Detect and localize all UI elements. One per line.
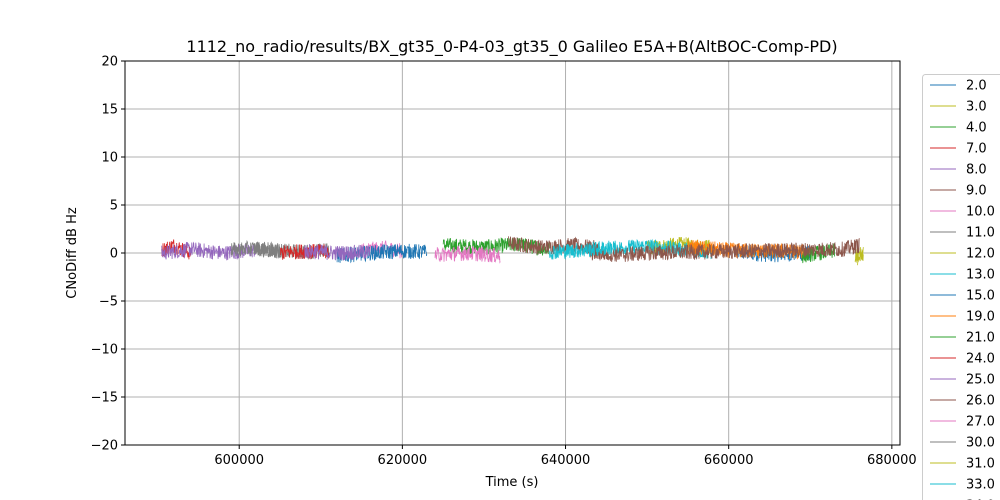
- x-tick-label: 640000: [541, 453, 591, 468]
- legend-label-21-0: 21.0: [966, 331, 995, 346]
- legend-label-27-0: 27.0: [966, 415, 995, 430]
- legend-label-13-0: 13.0: [966, 268, 995, 283]
- y-tick-label: −10: [91, 343, 118, 358]
- series-group: [161, 236, 864, 266]
- y-tick-label: −15: [91, 391, 118, 406]
- y-axis-label: CNoDiff dB Hz: [65, 207, 80, 299]
- series-line-19-0: [687, 239, 811, 260]
- y-tick-label: 15: [101, 103, 118, 118]
- legend-label-11-0: 11.0: [966, 226, 995, 241]
- series-line-27-0: [434, 245, 501, 264]
- legend-label-33-0: 33.0: [966, 478, 995, 493]
- legend-label-24-0: 24.0: [966, 352, 995, 367]
- x-tick-label: 680000: [867, 453, 917, 468]
- y-tick-label: 20: [101, 55, 118, 70]
- legend: 2.0 3.0 4.0 7.0 8.0 9.0 10.0 11.0 12.0 13.0 15.0 19…: [922, 74, 1000, 500]
- series-line-26-0: [589, 238, 860, 263]
- legend-label-15-0: 15.0: [966, 289, 995, 304]
- legend-label-8-0: 8.0: [966, 163, 987, 178]
- legend-label-30-0: 30.0: [966, 436, 995, 451]
- legend-label-10-0: 10.0: [966, 205, 995, 220]
- chart-title: 1112_no_radio/results/BX_gt35_0-P4-03_gt…: [186, 37, 837, 57]
- series-line-31-0: [857, 249, 864, 266]
- legend-label-19-0: 19.0: [966, 310, 995, 325]
- legend-label-34-0: 34.0: [966, 499, 995, 500]
- y-axis-ticks: −20 −15 −10 −5 0 5 10 15 20: [91, 55, 125, 454]
- legend-label-25-0: 25.0: [966, 373, 995, 388]
- x-tick-label: 660000: [704, 453, 754, 468]
- legend-frame: [922, 74, 1000, 500]
- x-tick-label: 600000: [214, 453, 264, 468]
- series-line-33-0: [548, 240, 615, 260]
- y-tick-label: −20: [91, 439, 118, 454]
- legend-label-12-0: 12.0: [966, 247, 995, 262]
- y-tick-label: 5: [110, 199, 118, 214]
- legend-label-31-0: 31.0: [966, 457, 995, 472]
- x-tick-label: 620000: [378, 453, 428, 468]
- legend-label-4-0: 4.0: [966, 121, 987, 136]
- series-line-25-0: [304, 244, 371, 261]
- legend-label-3-0: 3.0: [966, 100, 987, 115]
- legend-label-2-0: 2.0: [966, 79, 987, 94]
- y-tick-label: 10: [101, 151, 118, 166]
- y-tick-label: −5: [99, 295, 118, 310]
- legend-label-9-0: 9.0: [966, 184, 987, 199]
- x-axis-label: Time (s): [485, 475, 539, 490]
- y-tick-label: 0: [110, 247, 118, 262]
- series-line-30-0: [230, 239, 281, 259]
- legend-label-7-0: 7.0: [966, 142, 987, 157]
- legend-label-26-0: 26.0: [966, 394, 995, 409]
- x-axis-ticks: 600000 620000 640000 660000 680000: [214, 445, 917, 468]
